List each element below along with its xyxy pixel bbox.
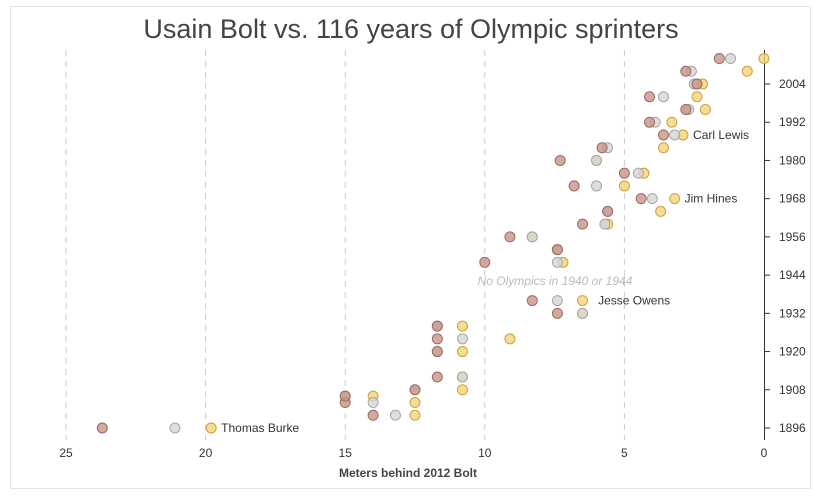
bronze-point	[602, 205, 614, 217]
gold-point	[741, 65, 753, 77]
bronze-point	[339, 390, 351, 402]
bronze-point	[409, 384, 421, 396]
y-tick-label: 1944	[779, 268, 806, 282]
y-tick-label: 2004	[779, 77, 806, 91]
gold-point	[504, 333, 516, 345]
bronze-point	[551, 244, 563, 256]
silver-point	[456, 333, 468, 345]
y-tick-label: 1896	[779, 421, 806, 435]
x-tick-label: 15	[339, 446, 353, 460]
bronze-point	[551, 307, 563, 319]
gold-point	[666, 116, 678, 128]
bronze-point	[431, 371, 443, 383]
gold-point	[618, 180, 630, 192]
chart-frame	[10, 6, 811, 489]
x-tick-label: 20	[199, 446, 213, 460]
y-tick-label: 1932	[779, 306, 806, 320]
silver-point	[590, 154, 602, 166]
silver-point	[577, 307, 589, 319]
bronze-point	[577, 218, 589, 230]
bronze-point	[691, 78, 703, 90]
gold-point	[691, 91, 703, 103]
bronze-point	[644, 116, 656, 128]
bronze-point	[635, 193, 647, 205]
gold-point	[758, 53, 770, 65]
gold-point	[409, 397, 421, 409]
bronze-point	[644, 91, 656, 103]
silver-point	[590, 180, 602, 192]
x-tick-label: 5	[621, 446, 628, 460]
y-tick-label: 1980	[779, 153, 806, 167]
bronze-point	[713, 53, 725, 65]
gold-point	[669, 193, 681, 205]
gold-point	[456, 384, 468, 396]
bronze-point	[96, 422, 108, 434]
annotation-jim-hines: Jim Hines	[685, 192, 738, 206]
no-olympics-note: No Olympics in 1940 or 1944	[478, 274, 633, 288]
silver-point	[389, 409, 401, 421]
bronze-point	[618, 167, 630, 179]
annotation-thomas-burke: Thomas Burke	[221, 421, 299, 435]
x-tick-label: 0	[761, 446, 768, 460]
x-tick-label: 10	[478, 446, 492, 460]
y-tick-label: 1908	[779, 383, 806, 397]
silver-point	[367, 397, 379, 409]
gold-point	[699, 103, 711, 115]
silver-point	[632, 167, 644, 179]
y-tick-label: 1992	[779, 115, 806, 129]
bronze-point	[431, 346, 443, 358]
x-axis-label: Meters behind 2012 Bolt	[339, 466, 477, 480]
bronze-point	[568, 180, 580, 192]
silver-point	[724, 53, 736, 65]
silver-point	[526, 231, 538, 243]
gold-point	[409, 409, 421, 421]
y-tick-label: 1920	[779, 345, 806, 359]
bronze-point	[596, 142, 608, 154]
gold-point	[577, 295, 589, 307]
silver-point	[456, 371, 468, 383]
silver-point	[646, 193, 658, 205]
gold-point	[657, 142, 669, 154]
bronze-point	[367, 409, 379, 421]
bronze-point	[680, 65, 692, 77]
annotation-carl-lewis: Carl Lewis	[693, 128, 749, 142]
bronze-point	[657, 129, 669, 141]
gold-point	[655, 205, 667, 217]
silver-point	[669, 129, 681, 141]
bronze-point	[680, 103, 692, 115]
bronze-point	[479, 256, 491, 268]
chart-title: Usain Bolt vs. 116 years of Olympic spri…	[143, 14, 679, 44]
bronze-point	[431, 333, 443, 345]
x-tick-label: 25	[59, 446, 73, 460]
gold-point	[456, 320, 468, 332]
y-tick-label: 1956	[779, 230, 806, 244]
y-tick-label: 1968	[779, 192, 806, 206]
bronze-point	[431, 320, 443, 332]
silver-point	[551, 256, 563, 268]
bronze-point	[526, 295, 538, 307]
silver-point	[169, 422, 181, 434]
silver-point	[599, 218, 611, 230]
gold-point	[456, 346, 468, 358]
gold-point	[205, 422, 217, 434]
annotation-jesse-owens: Jesse Owens	[598, 294, 670, 308]
silver-point	[657, 91, 669, 103]
bronze-point	[504, 231, 516, 243]
silver-point	[551, 295, 563, 307]
bronze-point	[554, 154, 566, 166]
